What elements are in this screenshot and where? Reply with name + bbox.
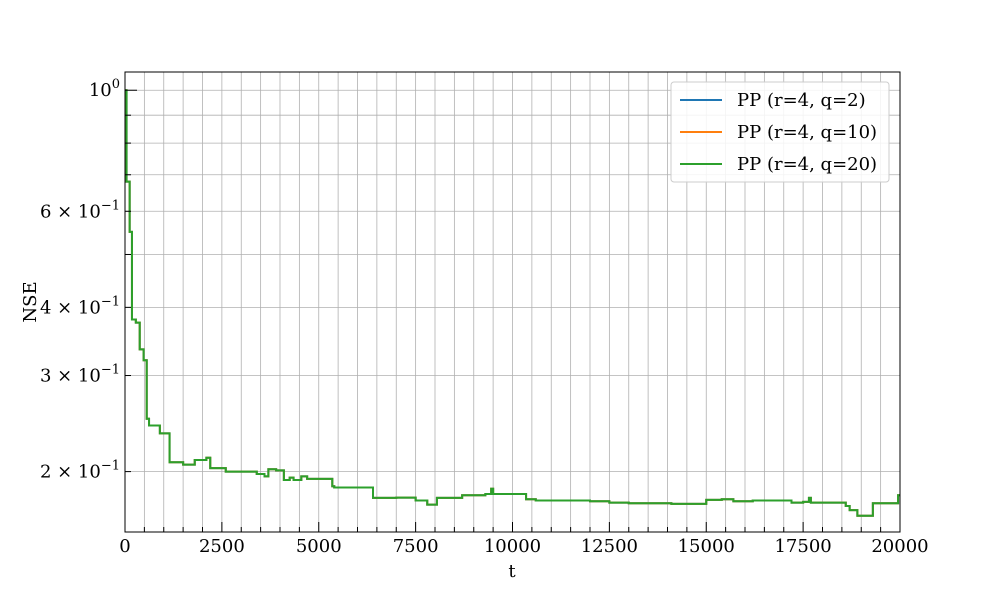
x-tick-label: 12500 — [581, 536, 638, 557]
legend-label: PP (r=4, q=20) — [737, 154, 877, 175]
x-tick-label: 0 — [119, 536, 130, 557]
plot-lines — [125, 89, 900, 517]
axis-ticks — [124, 89, 901, 532]
legend: PP (r=4, q=2) PP (r=4, q=10) PP (r=4, q=20… — [670, 81, 890, 183]
grid — [124, 72, 901, 532]
x-tick-label: 2500 — [199, 536, 245, 557]
x-tick-label: 17500 — [774, 536, 831, 557]
x-tick-labels: 0 2500 5000 7500 10000 12500 15000 17500 20000 — [119, 536, 928, 557]
legend-label: PP (r=4, q=2) — [737, 90, 866, 111]
y-tick-label: 4 × 10−1 — [40, 294, 120, 318]
x-axis-label: t — [508, 561, 516, 582]
series-line-3 — [125, 89, 900, 517]
x-tick-label: 20000 — [871, 536, 928, 557]
x-tick-label: 5000 — [296, 536, 342, 557]
x-tick-label: 10000 — [484, 536, 541, 557]
y-tick-labels: 100 6 × 10−1 4 × 10−1 3 × 10−1 2 × 10−1 — [40, 77, 120, 482]
legend-label: PP (r=4, q=10) — [737, 122, 877, 143]
y-tick-label: 3 × 10−1 — [40, 363, 120, 387]
x-tick-label: 15000 — [678, 536, 735, 557]
y-tick-label: 6 × 10−1 — [40, 198, 120, 222]
legend-box — [670, 81, 890, 183]
y-axis-label: NSE — [20, 281, 41, 322]
y-tick-label: 2 × 10−1 — [40, 459, 120, 483]
x-tick-label: 7500 — [393, 536, 439, 557]
y-tick-label: 100 — [89, 77, 120, 101]
